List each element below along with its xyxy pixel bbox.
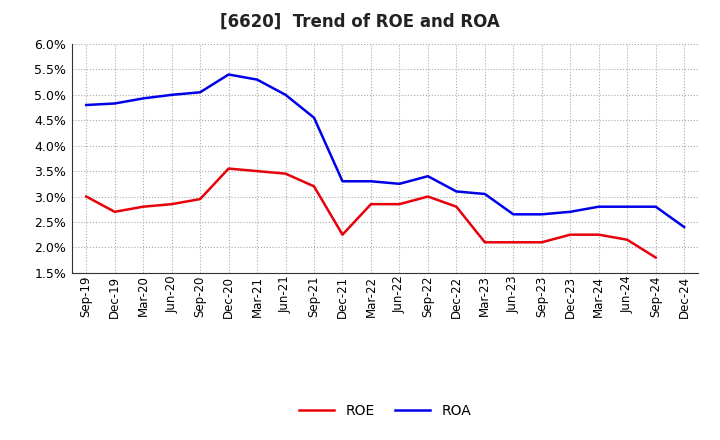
ROE bbox=[652, 255, 660, 260]
ROE bbox=[566, 232, 575, 237]
Legend: ROE, ROA: ROE, ROA bbox=[294, 399, 477, 424]
Line: ROE: ROE bbox=[86, 169, 656, 257]
ROA bbox=[680, 224, 688, 230]
ROA bbox=[310, 115, 318, 121]
ROA bbox=[338, 179, 347, 184]
Text: [6620]  Trend of ROE and ROA: [6620] Trend of ROE and ROA bbox=[220, 13, 500, 31]
ROE bbox=[82, 194, 91, 199]
ROE bbox=[366, 202, 375, 207]
ROA bbox=[82, 103, 91, 108]
ROE bbox=[595, 232, 603, 237]
ROE bbox=[537, 240, 546, 245]
ROE bbox=[310, 184, 318, 189]
ROA bbox=[253, 77, 261, 82]
ROE bbox=[167, 202, 176, 207]
ROA bbox=[623, 204, 631, 209]
ROA bbox=[110, 101, 119, 106]
ROA bbox=[595, 204, 603, 209]
ROA bbox=[225, 72, 233, 77]
ROE bbox=[282, 171, 290, 176]
ROA bbox=[452, 189, 461, 194]
ROE bbox=[110, 209, 119, 214]
ROE bbox=[423, 194, 432, 199]
ROA bbox=[566, 209, 575, 214]
ROE bbox=[509, 240, 518, 245]
ROA bbox=[395, 181, 404, 187]
ROE bbox=[395, 202, 404, 207]
ROA bbox=[139, 96, 148, 101]
ROA bbox=[480, 191, 489, 197]
ROA bbox=[282, 92, 290, 98]
ROA bbox=[366, 179, 375, 184]
ROA bbox=[167, 92, 176, 98]
ROA bbox=[537, 212, 546, 217]
Line: ROA: ROA bbox=[86, 74, 684, 227]
ROE bbox=[480, 240, 489, 245]
ROE bbox=[253, 169, 261, 174]
ROE bbox=[225, 166, 233, 171]
ROE bbox=[338, 232, 347, 237]
ROE bbox=[196, 196, 204, 202]
ROA bbox=[423, 173, 432, 179]
ROE bbox=[452, 204, 461, 209]
ROA bbox=[196, 90, 204, 95]
ROA bbox=[652, 204, 660, 209]
ROE bbox=[623, 237, 631, 242]
ROE bbox=[139, 204, 148, 209]
ROA bbox=[509, 212, 518, 217]
